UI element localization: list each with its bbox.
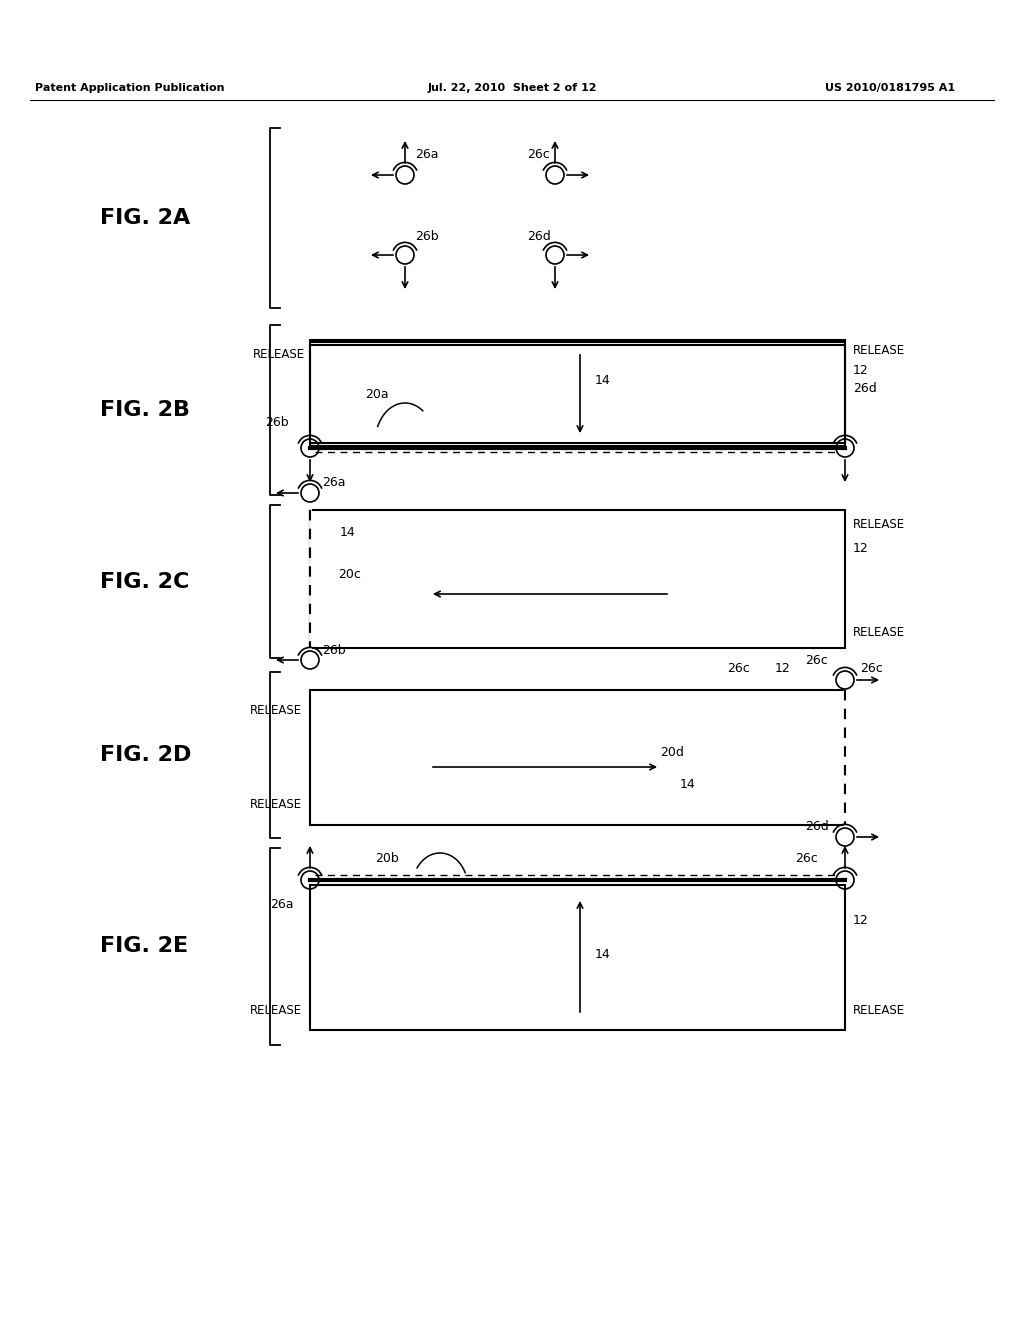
Text: Patent Application Publication: Patent Application Publication [35,83,224,92]
Text: 26d: 26d [527,231,551,243]
Text: 20a: 20a [365,388,389,401]
Text: FIG. 2A: FIG. 2A [100,209,190,228]
Text: 26a: 26a [322,477,345,490]
Text: 14: 14 [340,525,355,539]
Text: RELEASE: RELEASE [853,343,905,356]
Text: 14: 14 [680,779,695,792]
Text: RELEASE: RELEASE [250,704,302,717]
Text: 12: 12 [775,661,791,675]
Text: 26c: 26c [527,148,550,161]
Bar [310,342,845,446]
Text: 26b: 26b [415,231,438,243]
Text: US 2010/0181795 A1: US 2010/0181795 A1 [825,83,955,92]
Text: 12: 12 [853,913,868,927]
Text: 26d: 26d [853,381,877,395]
Text: 26c: 26c [860,661,883,675]
Text: 14: 14 [595,949,610,961]
Text: RELEASE: RELEASE [853,1003,905,1016]
Text: 12: 12 [853,363,868,376]
Text: 26a: 26a [270,899,294,912]
Text: 26c: 26c [727,661,750,675]
Text: FIG. 2C: FIG. 2C [100,572,189,591]
Text: 26d: 26d [805,821,828,833]
Text: 20d: 20d [660,746,684,759]
Text: RELEASE: RELEASE [250,799,302,812]
Text: FIG. 2B: FIG. 2B [100,400,190,420]
Bar [310,690,845,825]
Text: 26b: 26b [265,417,289,429]
Text: 26c: 26c [805,653,827,667]
Text: 26c: 26c [795,851,818,865]
Text: RELEASE: RELEASE [253,348,305,362]
Text: Jul. 22, 2010  Sheet 2 of 12: Jul. 22, 2010 Sheet 2 of 12 [427,83,597,92]
Text: RELEASE: RELEASE [853,519,905,532]
Text: 26b: 26b [322,644,346,656]
Text: FIG. 2D: FIG. 2D [100,744,191,766]
Bar [310,510,845,648]
Text: FIG. 2E: FIG. 2E [100,936,188,957]
Text: RELEASE: RELEASE [853,627,905,639]
Text: 20b: 20b [375,851,398,865]
Text: 20c: 20c [338,568,360,581]
Text: 12: 12 [853,541,868,554]
Text: RELEASE: RELEASE [250,1003,302,1016]
Text: 26a: 26a [415,149,438,161]
Text: 14: 14 [595,374,610,387]
Bar [310,884,845,1030]
Bar [310,345,845,444]
